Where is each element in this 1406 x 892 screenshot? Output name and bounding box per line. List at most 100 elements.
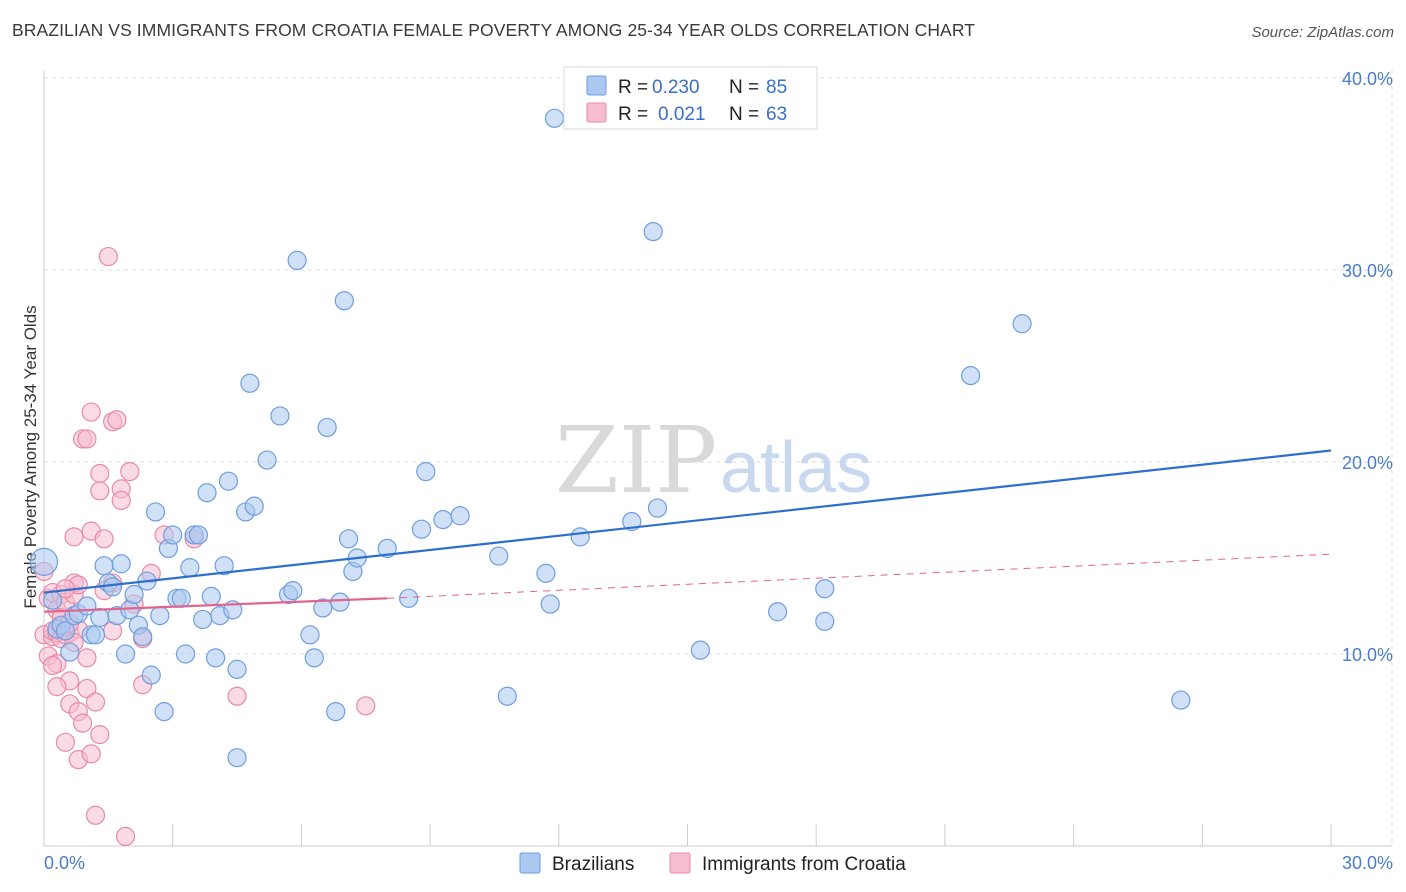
scatter-point bbox=[115, 644, 136, 664]
scatter-point bbox=[244, 496, 264, 516]
legend-r-value-2: 0.021 bbox=[658, 104, 706, 125]
scatter-point bbox=[1171, 690, 1191, 710]
scatter-point bbox=[163, 525, 183, 545]
chart-title: BRAZILIAN VS IMMIGRANTS FROM CROATIA FEM… bbox=[12, 20, 976, 40]
scatter-point bbox=[536, 563, 556, 583]
scatter-point bbox=[55, 732, 76, 752]
bottom-legend-swatch-croatia bbox=[669, 852, 691, 874]
scatter-point bbox=[77, 678, 97, 699]
y-tick-label: 40.0% bbox=[1342, 69, 1393, 89]
scatter-point bbox=[85, 805, 106, 825]
trend-line-croatia-dashed bbox=[387, 553, 1332, 599]
legend-r-label-2: R = bbox=[618, 104, 648, 125]
scatter-point bbox=[433, 509, 453, 530]
scatter-point bbox=[94, 556, 114, 576]
scatter-point bbox=[377, 538, 397, 559]
axes bbox=[43, 70, 1392, 847]
scatter-point bbox=[647, 498, 668, 518]
scatter-point bbox=[227, 686, 247, 706]
y-tick-label: 30.0% bbox=[1342, 261, 1393, 281]
scatter-point bbox=[90, 463, 110, 484]
scatter-point bbox=[47, 677, 67, 697]
scatter-point bbox=[287, 250, 307, 270]
scatter-point bbox=[42, 590, 63, 610]
scatter-point bbox=[145, 502, 166, 522]
legend-n-value-1: 85 bbox=[766, 77, 787, 98]
scatter-point bbox=[94, 529, 114, 549]
scatter-point bbox=[450, 506, 470, 526]
scatter-point bbox=[175, 644, 196, 664]
scatter-point bbox=[90, 607, 110, 628]
bottom-legend-swatch-brazilians bbox=[519, 852, 541, 874]
scatter-point bbox=[270, 406, 290, 426]
top-legend: R = 0.230 N = 85 R = 0.021 N = 63 bbox=[563, 66, 818, 130]
scatter-point bbox=[416, 462, 436, 482]
scatter-point bbox=[540, 594, 560, 614]
scatter-point bbox=[411, 519, 432, 539]
scatter-point bbox=[103, 577, 123, 597]
scatter-point bbox=[171, 588, 191, 608]
x-tick-label: 0.0% bbox=[44, 853, 85, 873]
scatter-point bbox=[133, 627, 153, 647]
scatter-point bbox=[77, 429, 97, 449]
scatter-point bbox=[544, 108, 565, 128]
scatter-point bbox=[399, 588, 419, 608]
scatter-point bbox=[29, 547, 59, 576]
bottom-legend-label-croatia: Immigrants from Croatia bbox=[702, 854, 906, 875]
scatter-point bbox=[150, 605, 170, 626]
legend-n-value-2: 63 bbox=[766, 104, 787, 125]
scatter-point bbox=[73, 713, 93, 733]
scatter-point bbox=[85, 625, 106, 645]
scatter-point bbox=[338, 529, 359, 549]
scatter-point bbox=[77, 648, 97, 668]
scatter-point bbox=[141, 665, 161, 685]
scatter-point bbox=[257, 450, 277, 470]
watermark-atlas: atlas bbox=[720, 428, 872, 508]
scatter-point bbox=[304, 648, 324, 668]
trend-lines bbox=[43, 449, 1332, 613]
legend-n-label-1: N = bbox=[729, 77, 759, 98]
series-croatia-points bbox=[34, 246, 376, 847]
scatter-point bbox=[42, 655, 63, 676]
scatter-point bbox=[961, 366, 981, 386]
scatter-point bbox=[227, 748, 247, 768]
scatter-point bbox=[120, 462, 140, 482]
scatter-point bbox=[300, 625, 320, 645]
legend-r-value-1: 0.230 bbox=[652, 77, 700, 98]
scatter-point bbox=[317, 417, 337, 438]
scatter-point bbox=[1012, 314, 1032, 334]
scatter-point bbox=[326, 701, 346, 722]
scatter-point bbox=[214, 556, 234, 576]
scatter-point bbox=[111, 554, 131, 574]
scatter-point bbox=[570, 527, 590, 547]
series-brazilians-points bbox=[29, 108, 1191, 768]
scatter-point bbox=[98, 246, 118, 267]
scatter-point bbox=[283, 581, 303, 601]
trend-line-brazilians bbox=[43, 449, 1332, 594]
watermark-zip: ZIP bbox=[555, 407, 717, 514]
scatter-point bbox=[767, 602, 788, 622]
scatter-point bbox=[240, 373, 260, 393]
y-tick-label: 20.0% bbox=[1342, 453, 1393, 473]
scatter-point bbox=[356, 696, 376, 716]
scatter-point bbox=[622, 511, 642, 532]
scatter-point bbox=[124, 584, 144, 605]
source-credit: Source: ZipAtlas.com bbox=[1251, 24, 1394, 41]
y-tick-label: 10.0% bbox=[1342, 645, 1393, 665]
scatter-point bbox=[206, 648, 226, 668]
x-tick-labels: 0.0% 30.0% bbox=[44, 853, 1393, 873]
trend-line-croatia-solid bbox=[43, 597, 388, 613]
scatter-point bbox=[111, 490, 131, 510]
scatter-point bbox=[188, 525, 209, 545]
scatter-point bbox=[815, 611, 835, 631]
scatter-point bbox=[313, 598, 333, 618]
scatter-point bbox=[643, 222, 663, 242]
grid bbox=[44, 70, 1393, 846]
legend-n-label-2: N = bbox=[729, 104, 759, 125]
scatter-point bbox=[218, 471, 239, 491]
bottom-legend: Brazilians Immigrants from Croatia bbox=[519, 852, 906, 875]
bottom-legend-label-brazilians: Brazilians bbox=[552, 854, 634, 875]
scatter-point bbox=[107, 410, 127, 430]
legend-r-label-1: R = bbox=[618, 77, 648, 98]
